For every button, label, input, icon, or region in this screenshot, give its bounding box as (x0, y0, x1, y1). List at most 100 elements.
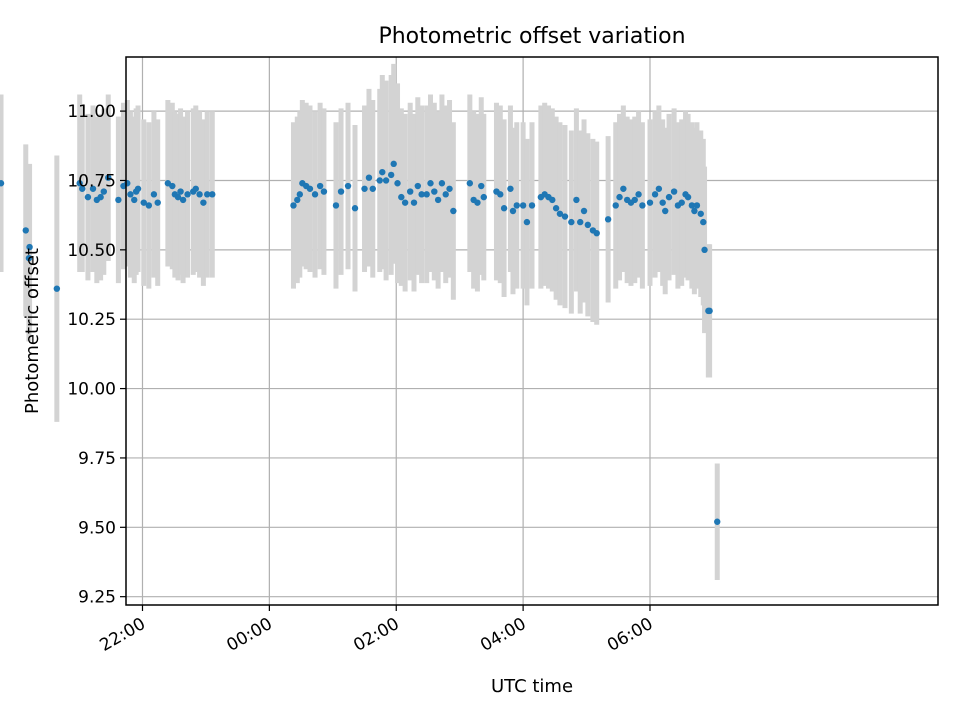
data-point (0, 180, 5, 187)
data-point (140, 199, 147, 206)
data-point (177, 188, 184, 195)
data-point (659, 199, 666, 206)
data-point (376, 177, 383, 184)
data-point (379, 168, 386, 176)
data-point (418, 191, 425, 198)
data-point (169, 182, 176, 190)
data-point (693, 202, 701, 209)
data-point (53, 285, 61, 292)
data-point (561, 213, 569, 220)
data-point (556, 210, 564, 217)
data-point (196, 191, 203, 198)
data-point (105, 174, 112, 181)
plot-frame (125, 56, 939, 606)
data-point (184, 191, 191, 198)
data-point (670, 188, 678, 195)
y-tick-label: 9.25 (78, 588, 116, 608)
point-layer (0, 160, 721, 525)
data-point (394, 180, 401, 187)
data-point (604, 216, 612, 223)
x-axis-label: UTC time (491, 676, 573, 697)
data-point (316, 182, 324, 190)
data-point (296, 191, 304, 198)
data-point (192, 185, 199, 192)
data-point (519, 202, 527, 209)
data-point (655, 185, 663, 192)
data-point (466, 180, 474, 187)
data-point (427, 180, 434, 187)
data-point (26, 243, 33, 251)
data-point (639, 202, 646, 209)
y-tick-label: 10.75 (67, 171, 116, 191)
data-point (577, 218, 584, 226)
data-point (706, 307, 713, 315)
data-point (414, 182, 422, 190)
data-point (480, 193, 487, 201)
y-tick-label: 10.25 (67, 310, 116, 330)
data-point (714, 518, 721, 525)
data-point (150, 191, 158, 198)
data-point (410, 199, 418, 206)
data-point (584, 221, 592, 229)
data-point (662, 207, 669, 215)
data-point (351, 205, 359, 212)
y-axis-label: Photometric offset (22, 248, 43, 414)
data-point (365, 174, 373, 181)
y-tick-label: 9.50 (78, 518, 116, 538)
y-tick-label: 10.50 (67, 241, 116, 261)
data-point (434, 196, 442, 204)
y-tick-label: 9.75 (78, 449, 116, 469)
data-point (179, 196, 187, 204)
data-point (25, 254, 33, 262)
data-point (401, 199, 409, 206)
data-point (552, 205, 560, 212)
data-point (678, 199, 685, 206)
data-point (382, 177, 390, 184)
data-point (332, 202, 340, 209)
data-point (620, 185, 627, 192)
data-point (616, 193, 623, 201)
y-axis-ticks: 9.25 9.50 9.75 10.00 10.25 10.50 10.75 11.00 (67, 102, 126, 608)
data-point (290, 202, 297, 209)
data-point (651, 191, 659, 198)
data-point (697, 210, 704, 217)
data-point (701, 246, 708, 254)
data-point (306, 185, 314, 192)
data-point (446, 185, 453, 192)
data-point (344, 182, 352, 190)
data-point (509, 207, 517, 215)
data-point (523, 218, 531, 226)
data-point (131, 196, 138, 204)
data-point (390, 160, 397, 168)
data-point (646, 199, 654, 206)
data-point (684, 193, 692, 201)
data-point (369, 185, 376, 192)
data-point (89, 185, 97, 192)
data-point (478, 182, 485, 190)
data-point (549, 196, 556, 204)
data-point (145, 202, 153, 209)
data-point (631, 196, 638, 204)
data-point (513, 202, 520, 209)
data-point (22, 227, 29, 234)
data-point (311, 191, 319, 198)
data-point (134, 185, 142, 192)
data-point (76, 180, 83, 187)
data-point (580, 207, 588, 215)
data-point (200, 199, 207, 206)
data-point (665, 193, 673, 201)
y-tick-label: 10.00 (67, 380, 116, 400)
data-point (431, 188, 438, 195)
data-point (174, 193, 182, 201)
data-point (154, 199, 161, 206)
data-point (593, 229, 600, 237)
data-point (387, 171, 395, 179)
data-point (115, 196, 122, 204)
data-point (204, 191, 211, 198)
data-point (573, 196, 580, 204)
data-point (612, 202, 619, 209)
data-point (423, 191, 430, 198)
data-point (691, 207, 698, 215)
data-point (438, 180, 446, 187)
